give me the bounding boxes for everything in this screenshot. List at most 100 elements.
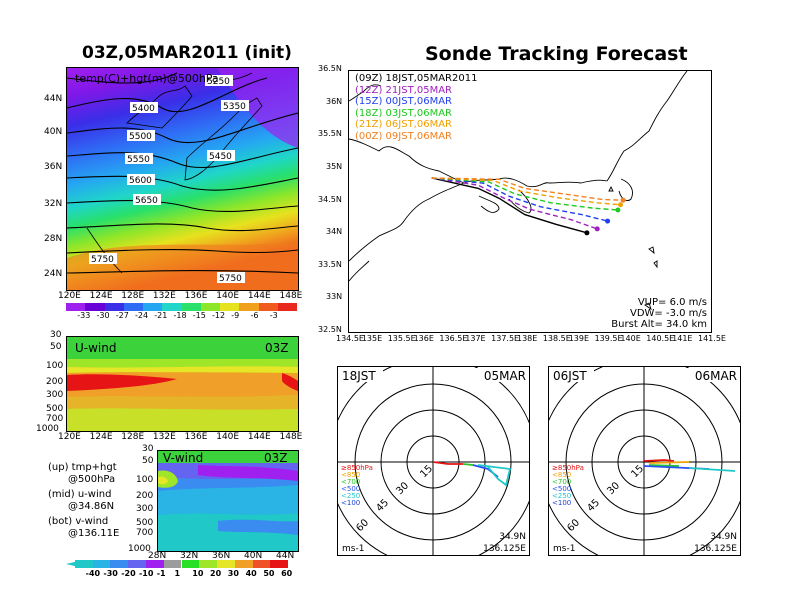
colorbar-tick-label: 10 xyxy=(192,569,204,578)
track-param: Burst Alt= 34.0 km xyxy=(611,319,707,330)
hodograph-label-bg xyxy=(687,368,739,382)
hodograph-level-label: <250 xyxy=(552,492,571,500)
u-y-tick-label: 100 xyxy=(46,361,64,371)
contour-label: 5450 xyxy=(209,152,232,162)
colorbar-tick-label: -21 xyxy=(154,311,168,320)
track-series xyxy=(431,177,626,236)
colorbar-tick-label: -24 xyxy=(135,311,149,320)
lon-tick-label: 132E xyxy=(152,291,176,301)
colorbar-tick-label: 40 xyxy=(245,569,257,578)
colorbar-tick-label: -15 xyxy=(192,311,206,320)
u-y-tick-label: 500 xyxy=(46,404,64,414)
track-endpoint xyxy=(605,218,611,224)
track-legend-entry: (18Z) 03JST,06MAR xyxy=(355,107,453,119)
track-lon-tick-label: 140.5E xyxy=(646,334,675,343)
colorbar-tick-label: -30 xyxy=(96,311,110,320)
colorbar-tick-label: -10 xyxy=(138,569,154,578)
u-x-tick-label: 128E xyxy=(121,432,145,442)
hodograph-trace xyxy=(477,464,512,487)
track-lon-tick-label: 136E xyxy=(413,334,434,343)
track-lon-tick-label: 137.5E xyxy=(491,334,520,343)
colorbar-tick-label: -3 xyxy=(269,311,278,320)
track-lat-tick-label: 32.5N xyxy=(318,325,342,334)
temp-height-field: 5250 5400 5350 5500 5450 5550 5600 5650 … xyxy=(67,68,298,290)
colorbar-swatch xyxy=(74,560,93,568)
v-y-tick-label: 50 xyxy=(142,456,154,466)
contour-label: 5250 xyxy=(207,77,230,87)
colorbar-swatch xyxy=(104,303,124,311)
hodograph-ring-label: 45 xyxy=(374,497,391,514)
hodograph-label-bg xyxy=(550,368,594,382)
hodograph-lon: 136.125E xyxy=(694,544,737,554)
v-x-tick-label: 28N xyxy=(148,551,167,561)
track-line xyxy=(431,177,588,234)
v-y-tick-label: 300 xyxy=(136,504,154,514)
colorbar-swatch xyxy=(200,303,220,311)
hodograph-level-label: <700 xyxy=(341,478,360,486)
lon-tick-label: 124E xyxy=(89,291,113,301)
colorbar-tick-label: -20 xyxy=(121,569,136,578)
colorbar-tick-label: 20 xyxy=(210,569,222,578)
colorbar-swatch xyxy=(258,303,278,311)
lat-tick-label: 28N xyxy=(44,234,63,244)
colorbar-swatch xyxy=(220,303,240,311)
colorbar-swatch xyxy=(143,303,163,311)
left-title: 03Z,05MAR2011 (init) xyxy=(82,43,292,63)
track-param: VUP= 6.0 m/s xyxy=(637,297,707,308)
lon-tick-label: 148E xyxy=(279,291,303,301)
track-legend-entry: (09Z) 18JST,05MAR2011 xyxy=(355,73,478,84)
track-line xyxy=(431,177,608,222)
contour-label: 5650 xyxy=(135,196,158,206)
u-y-tick-label: 200 xyxy=(46,377,64,387)
colorbar-arrow xyxy=(66,560,83,568)
track-map: (09Z) 18JST,05MAR2011 (12Z) 21JST,05MAR (1… xyxy=(348,70,712,333)
hodograph-lon: 136.125E xyxy=(483,544,526,554)
hodograph-time-label: 06JST xyxy=(553,369,587,383)
v-x-tick-label: 32N xyxy=(180,551,199,561)
hodograph-label-bg xyxy=(476,368,528,382)
track-endpoint xyxy=(594,226,600,232)
map-label: temp(C)+hgt(m)@500hPa xyxy=(75,72,219,85)
note-line: @34.86N xyxy=(68,501,115,512)
hodograph-trace xyxy=(648,461,690,464)
contour-label: 5750 xyxy=(91,255,114,265)
u-y-tick-label: 50 xyxy=(50,342,62,352)
v-y-tick-label: 200 xyxy=(136,491,154,501)
v-y-tick-label: 1000 xyxy=(128,544,151,554)
u-wind-label: U-wind xyxy=(75,341,116,355)
hodograph-lat: 34.9N xyxy=(710,532,737,542)
colorbar-swatch xyxy=(123,303,143,311)
lat-tick-label: 40N xyxy=(44,127,63,137)
colorbar-swatch xyxy=(252,560,271,568)
lon-tick-label: 136E xyxy=(184,291,208,301)
hodograph-level-label: ≥850hPa xyxy=(341,464,373,472)
colorbar-swatch xyxy=(128,560,146,568)
v-wind-panel: V-wind 03Z xyxy=(157,450,299,552)
lat-tick-label: 44N xyxy=(44,94,63,104)
u-wind-field: U-wind 03Z xyxy=(67,337,298,431)
colorbar-swatch xyxy=(181,303,201,311)
track-lat-tick-label: 33.5N xyxy=(318,259,342,269)
hodograph-ring-label: 30 xyxy=(605,480,622,497)
v-wind-label: V-wind xyxy=(163,451,203,465)
colorbar-swatch xyxy=(145,560,164,568)
colorbar-swatch xyxy=(110,560,129,568)
v-wind-time: 03Z xyxy=(264,451,288,465)
hodograph-level-label: <500 xyxy=(341,485,360,493)
colorbar-swatch xyxy=(163,560,182,568)
track-lat-tick-label: 35.5N xyxy=(318,129,342,139)
u-y-tick-label: 300 xyxy=(46,390,64,400)
colorbar-swatch xyxy=(217,560,235,568)
colorbar-tick-label: -27 xyxy=(115,311,129,320)
u-x-tick-label: 120E xyxy=(58,432,81,442)
colorbar-swatch xyxy=(181,560,200,568)
lon-tick-label: 140E xyxy=(216,291,240,301)
u-wind-panel: U-wind 03Z xyxy=(66,336,299,432)
hodograph-left: 15 30 45 60 18JST 05MAR ≥850hPa <850 <700 <500 <25… xyxy=(337,366,530,556)
hodograph-date-label: 05MAR xyxy=(484,369,526,383)
u-wind-time: 03Z xyxy=(265,341,289,355)
hodograph-units: ms-1 xyxy=(553,544,575,554)
colorbar-swatch xyxy=(234,560,253,568)
track-endpoint xyxy=(584,230,590,236)
right-title: Sonde Tracking Forecast xyxy=(425,43,688,65)
